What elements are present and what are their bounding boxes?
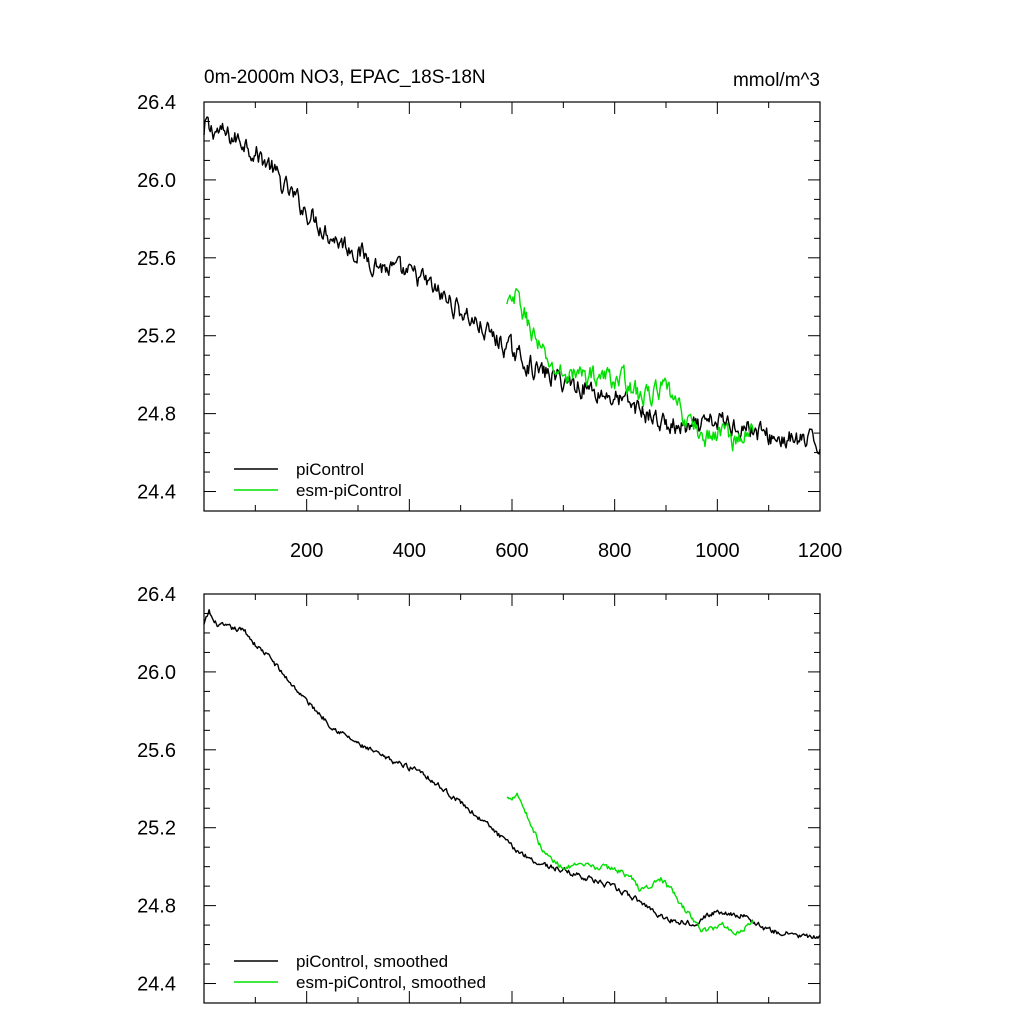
chart-title: 0m-2000m NO3, EPAC_18S-18N	[204, 67, 486, 88]
y-tick-label: 25.2	[137, 326, 176, 348]
top-panel-legend: piControl esm-piControl	[234, 460, 402, 500]
x-tick-label: 200	[290, 540, 323, 562]
y-tick-label: 25.2	[137, 818, 176, 840]
legend-label-picontrol-smoothed: piControl, smoothed	[296, 952, 448, 971]
bottom-panel-tick-labels: 24.4 24.8 25.2 25.6 26.0 26.4	[137, 584, 176, 996]
x-tick-label: 1200	[798, 540, 843, 562]
series-line-esm-picontrol	[506, 288, 754, 452]
plot-frame	[203, 101, 821, 512]
top-panel-frame	[203, 101, 821, 512]
y-tick-label: 24.8	[137, 404, 176, 426]
series-line-picontrol-smoothed	[203, 609, 821, 939]
x-tick-label: 1000	[695, 540, 740, 562]
bottom-panel-legend: piControl, smoothed esm-piControl, smoot…	[234, 952, 486, 992]
y-tick-label: 26.0	[137, 170, 176, 192]
top-panel-marks	[203, 116, 821, 455]
y-tick-label: 26.4	[137, 584, 176, 606]
legend-label-esm-picontrol-smoothed: esm-piControl, smoothed	[296, 973, 486, 992]
y-tick-label: 25.6	[137, 248, 176, 270]
top-panel-tick-labels: 24.4 24.8 25.2 25.6 26.0 26.4 200 400 600 800 1000…	[137, 92, 842, 562]
y-tick-label: 25.6	[137, 740, 176, 762]
legend-label-esm-picontrol: esm-piControl	[296, 481, 402, 500]
bottom-panel-ticks	[203, 593, 821, 1004]
x-tick-label: 400	[393, 540, 426, 562]
top-panel-ticks	[203, 101, 821, 512]
y-tick-label: 24.4	[137, 482, 176, 504]
x-tick-label: 800	[598, 540, 631, 562]
legend-label-picontrol: piControl	[296, 460, 364, 479]
series-line-esm-picontrol-smoothed	[506, 792, 754, 936]
y-tick-label: 24.8	[137, 896, 176, 918]
units-label: mmol/m^3	[733, 70, 820, 91]
x-tick-label: 600	[495, 540, 528, 562]
series-line-picontrol	[203, 116, 821, 455]
top-panel: 24.4 24.8 25.2 25.6 26.0 26.4 200 400 600 800 1000…	[137, 92, 842, 562]
y-tick-label: 26.0	[137, 662, 176, 684]
y-tick-label: 26.4	[137, 92, 176, 114]
y-tick-label: 24.4	[137, 974, 176, 996]
bottom-panel-marks	[203, 609, 821, 939]
bottom-panel: 24.4 24.8 25.2 25.6 26.0 26.4 piControl, smoo…	[137, 584, 821, 1004]
